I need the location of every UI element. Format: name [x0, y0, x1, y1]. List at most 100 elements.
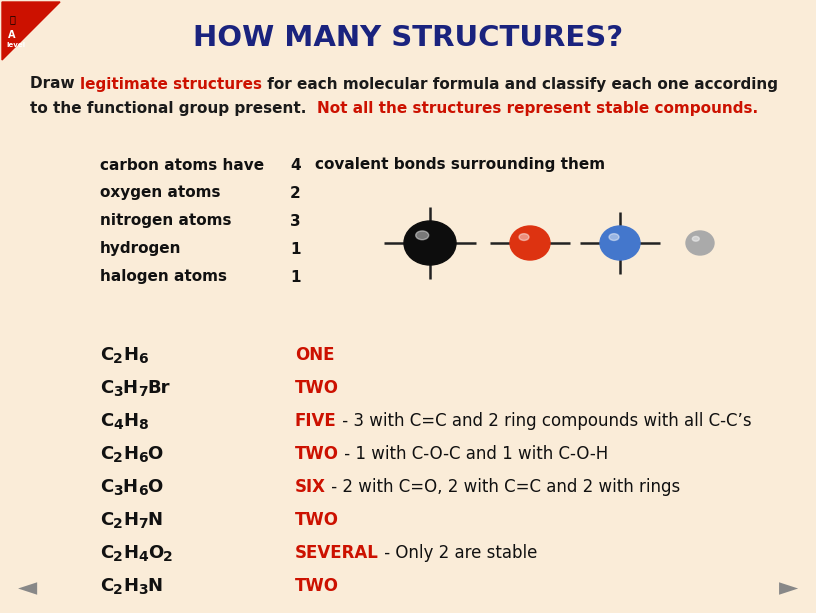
Text: to the functional group present.: to the functional group present. [30, 101, 317, 115]
Ellipse shape [415, 230, 441, 253]
Ellipse shape [415, 231, 428, 240]
Ellipse shape [601, 227, 638, 258]
Text: C: C [100, 544, 113, 562]
Text: N: N [148, 577, 162, 595]
Text: 4: 4 [138, 550, 148, 564]
Text: H: H [123, 577, 138, 595]
Ellipse shape [526, 239, 529, 242]
Text: 6: 6 [138, 451, 148, 465]
Text: 3: 3 [138, 583, 148, 597]
Text: TWO: TWO [295, 577, 339, 595]
Ellipse shape [696, 240, 701, 243]
Text: 2: 2 [113, 550, 123, 564]
Text: H: H [123, 478, 138, 496]
Text: carbon atoms have: carbon atoms have [100, 158, 264, 172]
Ellipse shape [609, 234, 619, 240]
Text: C: C [100, 478, 113, 496]
Ellipse shape [600, 226, 640, 260]
Text: 7: 7 [138, 385, 148, 399]
Text: legitimate structures: legitimate structures [80, 77, 262, 91]
Text: 🌲: 🌲 [10, 14, 16, 24]
Text: hydrogen: hydrogen [100, 242, 181, 256]
Ellipse shape [605, 231, 632, 254]
Ellipse shape [614, 238, 621, 244]
Ellipse shape [512, 229, 546, 257]
Text: 7: 7 [138, 517, 148, 531]
Text: HOW MANY STRUCTURES?: HOW MANY STRUCTURES? [193, 24, 623, 52]
Text: level: level [6, 42, 25, 48]
Text: FIVE: FIVE [295, 412, 337, 430]
Ellipse shape [510, 226, 550, 260]
Text: 2: 2 [290, 186, 301, 200]
Ellipse shape [695, 238, 702, 245]
Ellipse shape [413, 229, 444, 254]
Ellipse shape [609, 233, 628, 250]
Text: TWO: TWO [295, 379, 339, 397]
Text: H: H [123, 346, 138, 364]
Ellipse shape [524, 238, 531, 244]
Text: 2: 2 [163, 550, 173, 564]
Ellipse shape [613, 237, 623, 245]
Ellipse shape [516, 231, 543, 254]
Ellipse shape [523, 237, 533, 245]
Ellipse shape [607, 232, 631, 252]
Ellipse shape [697, 240, 699, 242]
Ellipse shape [408, 224, 451, 261]
Ellipse shape [517, 232, 540, 252]
Text: O: O [148, 445, 163, 463]
Text: ONE: ONE [295, 346, 335, 364]
Ellipse shape [689, 234, 710, 251]
Text: H: H [123, 511, 138, 529]
Text: H: H [123, 445, 138, 463]
Text: O: O [148, 544, 163, 562]
Ellipse shape [417, 232, 438, 250]
Ellipse shape [611, 235, 625, 247]
Text: H: H [123, 379, 138, 397]
Text: for each molecular formula and classify each one according: for each molecular formula and classify … [262, 77, 778, 91]
Text: - 1 with C-O-C and 1 with C-O-H: - 1 with C-O-C and 1 with C-O-H [339, 445, 608, 463]
Ellipse shape [420, 235, 433, 246]
Text: 6: 6 [138, 352, 148, 366]
Text: N: N [148, 511, 162, 529]
Text: C: C [100, 511, 113, 529]
Ellipse shape [691, 235, 707, 249]
Text: TWO: TWO [295, 511, 339, 529]
Text: covalent bonds surrounding them: covalent bonds surrounding them [315, 158, 605, 172]
Text: 2: 2 [113, 352, 123, 366]
Text: 3: 3 [113, 484, 123, 498]
Text: O: O [148, 478, 162, 496]
Text: 3: 3 [113, 385, 123, 399]
Text: 1: 1 [290, 270, 300, 284]
Text: A: A [8, 30, 16, 40]
Ellipse shape [690, 234, 708, 250]
Ellipse shape [615, 239, 619, 242]
Text: TWO: TWO [295, 445, 339, 463]
Text: 2: 2 [113, 451, 123, 465]
Text: H: H [123, 544, 138, 562]
Text: C: C [100, 379, 113, 397]
Ellipse shape [688, 233, 712, 253]
Ellipse shape [410, 226, 449, 259]
Text: SEVERAL: SEVERAL [295, 544, 379, 562]
Text: 4: 4 [290, 158, 300, 172]
Text: C: C [100, 346, 113, 364]
Text: C: C [100, 412, 113, 430]
Ellipse shape [521, 235, 534, 247]
Text: H: H [123, 412, 138, 430]
Ellipse shape [692, 237, 699, 241]
Text: ►: ► [778, 576, 798, 600]
Ellipse shape [411, 227, 446, 257]
Text: ◄: ◄ [18, 576, 38, 600]
Polygon shape [2, 2, 60, 60]
Text: C: C [100, 445, 113, 463]
Ellipse shape [406, 223, 454, 263]
Ellipse shape [605, 230, 634, 255]
Text: Br: Br [148, 379, 170, 397]
Text: 3: 3 [290, 213, 300, 229]
Ellipse shape [519, 234, 529, 240]
Ellipse shape [693, 237, 704, 247]
Text: - 2 with C=O, 2 with C=C and 2 with rings: - 2 with C=O, 2 with C=C and 2 with ring… [326, 478, 681, 496]
Text: oxygen atoms: oxygen atoms [100, 186, 220, 200]
Ellipse shape [423, 237, 431, 244]
Text: nitrogen atoms: nitrogen atoms [100, 213, 232, 229]
